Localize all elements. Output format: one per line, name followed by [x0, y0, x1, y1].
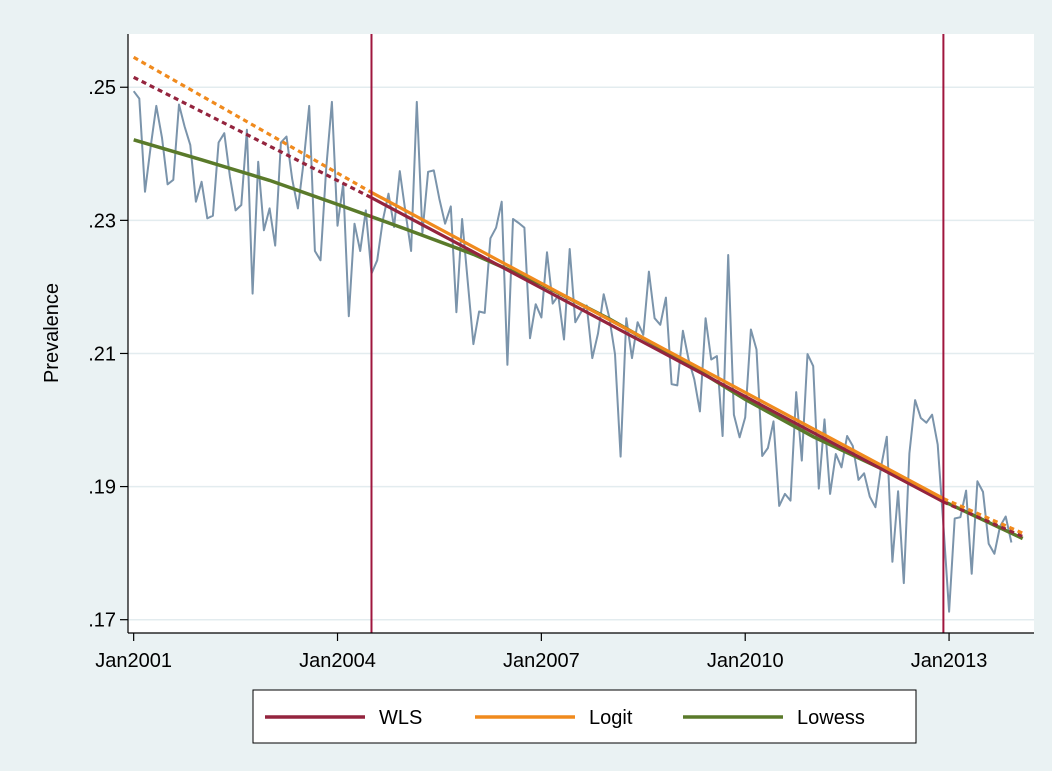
y-ticks: .17 .19 .21 .23 .25 — [88, 77, 128, 632]
legend: WLS Logit Lowess — [252, 689, 917, 744]
gridlines — [128, 86, 1034, 621]
wls-series-fitted — [370, 196, 945, 504]
legend-items: WLS Logit Lowess — [265, 707, 865, 729]
y-tick-label: .25 — [88, 77, 116, 99]
x-tick-label: Jan2007 — [503, 650, 580, 672]
x-tick-label: Jan2001 — [95, 650, 172, 672]
y-tick-label: .19 — [88, 477, 116, 499]
logit-series-pre-dashed — [132, 55, 373, 194]
logit-series-post-dashed — [942, 497, 1024, 535]
x-tick-label: Jan2010 — [707, 650, 784, 672]
legend-label-lowess: Lowess — [797, 707, 865, 729]
legend-label-wls: WLS — [379, 707, 422, 729]
observed-series — [132, 90, 1013, 613]
wls-series-post-dashed — [942, 500, 1024, 538]
x-tick-label: Jan2013 — [911, 650, 988, 672]
reference-lines — [370, 34, 945, 633]
fitted-series — [132, 55, 1024, 541]
plot-area — [128, 34, 1034, 633]
axes — [127, 34, 1034, 634]
x-tick-label: Jan2004 — [299, 650, 376, 672]
y-tick-label: .21 — [88, 343, 116, 365]
y-axis-title: Prevalence — [41, 283, 63, 383]
observed-series-line — [132, 90, 1013, 613]
x-ticks: Jan2001 Jan2004 Jan2007 Jan2010 Jan2013 — [95, 633, 987, 672]
legend-label-logit: Logit — [589, 707, 633, 729]
y-tick-label: .23 — [88, 210, 116, 232]
logit-series-fitted — [370, 190, 945, 500]
y-tick-label: .17 — [88, 610, 116, 632]
